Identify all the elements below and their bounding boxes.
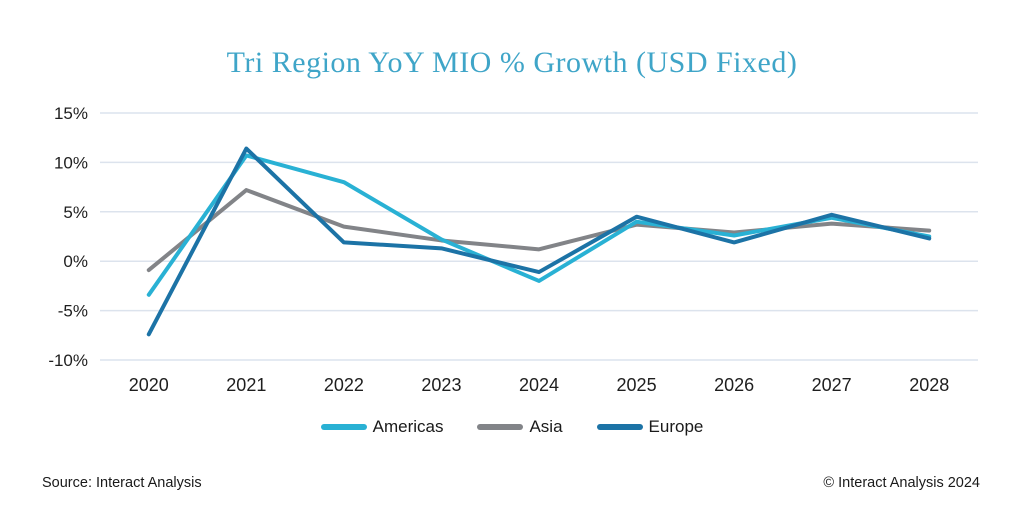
x-axis-label-2026: 2026 bbox=[714, 375, 754, 395]
copyright-note: © Interact Analysis 2024 bbox=[823, 475, 980, 491]
x-axis-label-2021: 2021 bbox=[226, 375, 266, 395]
source-note: Source: Interact Analysis bbox=[42, 475, 202, 491]
legend-label-asia: Asia bbox=[529, 417, 563, 436]
europe-line bbox=[146, 146, 932, 337]
chart-footer: Source: Interact Analysis © Interact Ana… bbox=[42, 475, 980, 491]
x-axis-label-2020: 2020 bbox=[129, 375, 169, 395]
x-axis-label-2025: 2025 bbox=[617, 375, 657, 395]
legend-item-europe: Europe bbox=[596, 417, 704, 437]
legend-item-americas: Americas bbox=[320, 417, 444, 437]
x-axis-label-2023: 2023 bbox=[421, 375, 461, 395]
y-axis-label-15pct: 15% bbox=[54, 104, 88, 123]
y-axis-label--10pct: -10% bbox=[48, 351, 88, 370]
asia-line-marker-icon bbox=[477, 424, 524, 430]
y-axis-label-10pct: 10% bbox=[54, 153, 88, 172]
y-axis-label--5pct: -5% bbox=[58, 302, 88, 321]
x-axis-label-2024: 2024 bbox=[519, 375, 559, 395]
chart-title: Tri Region YoY MIO % Growth (USD Fixed) bbox=[226, 46, 798, 79]
americas-line-marker-icon bbox=[320, 424, 367, 430]
x-axis-label-2027: 2027 bbox=[812, 375, 852, 395]
y-axis-label-5pct: 5% bbox=[63, 203, 88, 222]
x-axis-label-2022: 2022 bbox=[324, 375, 364, 395]
europe-line-marker-icon bbox=[596, 424, 643, 430]
legend-label-europe: Europe bbox=[648, 417, 704, 436]
x-axis-label-2028: 2028 bbox=[909, 375, 949, 395]
legend-item-asia: Asia bbox=[477, 417, 563, 437]
legend-label-americas: Americas bbox=[372, 417, 444, 436]
asia-line bbox=[146, 188, 932, 273]
y-axis-label-0pct: 0% bbox=[63, 252, 88, 271]
chart-legend: Americas Asia Europe bbox=[0, 417, 1024, 437]
